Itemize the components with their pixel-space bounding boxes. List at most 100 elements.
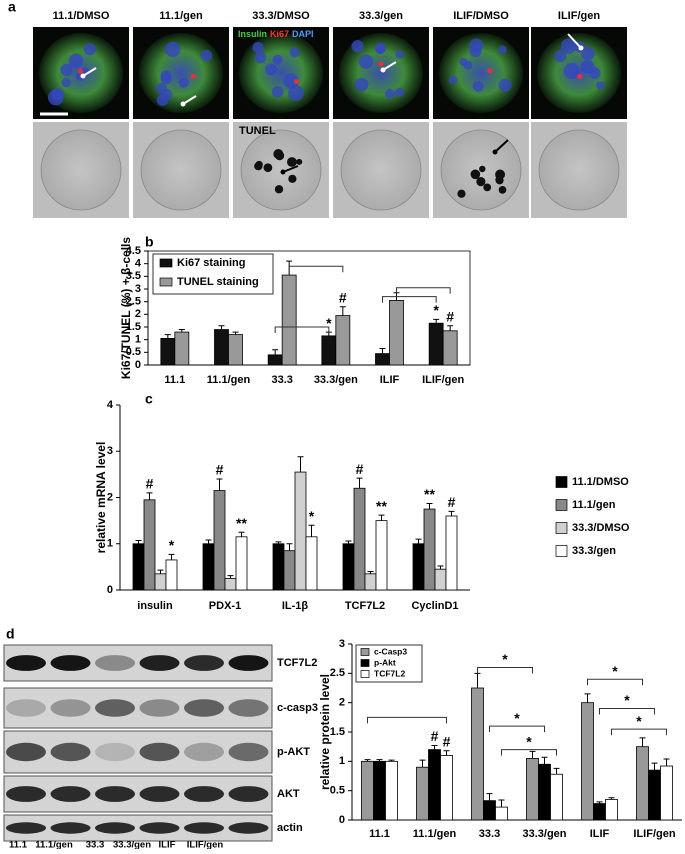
nucleus	[288, 85, 304, 101]
islet-phase	[140, 129, 222, 211]
bar	[428, 749, 441, 821]
nucleus	[354, 77, 369, 92]
bar	[132, 543, 145, 591]
band	[95, 655, 135, 671]
x-tick-label: 33.3/gen	[314, 374, 358, 386]
tunel-spot	[274, 185, 284, 194]
x-tick-label: insulin	[137, 600, 173, 612]
error-bar	[474, 672, 481, 688]
band	[184, 655, 224, 671]
significance-mark: #	[446, 308, 454, 324]
y-tick-label: 2.5	[126, 296, 141, 308]
nucleus	[60, 63, 73, 76]
tunel-label: TUNEL	[239, 125, 276, 137]
error-bar	[415, 538, 422, 544]
nucleus	[83, 43, 96, 56]
band	[50, 655, 91, 671]
error-bar	[447, 325, 454, 331]
bar	[442, 330, 458, 366]
column-label: 11.1/gen	[159, 10, 203, 22]
y-tick-label: 3	[339, 638, 345, 650]
band	[6, 786, 46, 802]
legend-swatch	[555, 499, 568, 511]
nucleus	[395, 50, 404, 59]
bracket	[382, 296, 437, 303]
x-tick-label: 11.1/gen	[207, 374, 251, 386]
legend-swatch	[360, 670, 370, 678]
error-bar	[378, 514, 385, 521]
error-bar	[431, 744, 438, 750]
error-bar	[498, 799, 505, 808]
bar	[434, 568, 447, 591]
y-tick-label: 0.5	[126, 346, 141, 358]
panel-label: d	[6, 626, 15, 642]
arrow-head	[492, 149, 498, 155]
lane-label: ILIF	[159, 840, 176, 849]
error-bar	[168, 553, 175, 560]
y-tick-label: 0	[135, 359, 141, 371]
bracket	[274, 326, 330, 333]
islet-phase	[538, 129, 620, 211]
significance-mark: #	[146, 476, 154, 492]
nucleus	[596, 81, 605, 90]
islet-phase	[340, 129, 422, 211]
error-bar	[356, 477, 363, 489]
legend-swatch	[159, 277, 173, 287]
bar	[550, 773, 563, 821]
bar	[538, 763, 551, 821]
x-tick-label: 33.3/gen	[522, 828, 566, 840]
bar	[335, 315, 351, 366]
stain-label: Insulin	[238, 29, 267, 39]
blot-row-label: p-AKT	[277, 746, 310, 758]
y-tick-label: 0.5	[330, 785, 345, 797]
bracket-label: *	[636, 713, 642, 729]
error-bar	[486, 793, 493, 801]
band	[95, 742, 135, 762]
error-bar	[388, 759, 395, 762]
band	[50, 742, 91, 762]
lane-label: 33.3	[86, 840, 105, 849]
y-tick-label: 2	[339, 697, 345, 709]
column-label: 11.1/DMSO	[53, 10, 110, 22]
error-bar	[448, 510, 455, 516]
bar	[294, 471, 307, 591]
tunel-spot	[470, 169, 481, 180]
error-bar	[238, 531, 245, 537]
error-bar	[553, 767, 560, 775]
blot-row-label: c-casp3	[277, 702, 318, 714]
ki67-spot	[190, 73, 196, 79]
tunel-spot	[274, 151, 285, 161]
panel-label: c	[145, 391, 153, 407]
arrow-head	[280, 169, 286, 175]
nucleus	[498, 45, 507, 54]
y-tick-label: 2	[135, 308, 141, 320]
significance-mark: #	[431, 728, 439, 744]
nucleus	[47, 89, 64, 106]
arrow	[382, 61, 397, 71]
arrow	[82, 67, 97, 77]
error-bar	[596, 801, 603, 804]
blot-panel: TCF7L2 c-casp3 p-AKT AKT actin 11.1 11.1/gen 33…	[3, 644, 318, 851]
significance-mark: **	[236, 515, 247, 531]
y-tick-label: 1	[107, 538, 113, 550]
nucleus	[448, 75, 458, 85]
nucleus	[289, 47, 300, 58]
error-bar	[272, 349, 279, 355]
band	[139, 655, 180, 671]
significance-mark: **	[376, 498, 387, 514]
ki67-spot	[577, 73, 583, 79]
error-bar	[297, 456, 304, 473]
bar	[235, 536, 248, 591]
significance-mark: *	[309, 508, 315, 524]
legend-label: 11.1/gen	[572, 499, 616, 511]
significance-mark: #	[356, 461, 364, 477]
bar	[471, 687, 484, 821]
blot-row-label: AKT	[277, 788, 300, 800]
error-bar	[286, 543, 293, 551]
bar	[305, 536, 318, 591]
arrow-head	[380, 67, 386, 73]
y-tick-label: 4	[135, 258, 142, 270]
band	[95, 822, 135, 834]
y-tick-label: 3	[107, 445, 113, 457]
